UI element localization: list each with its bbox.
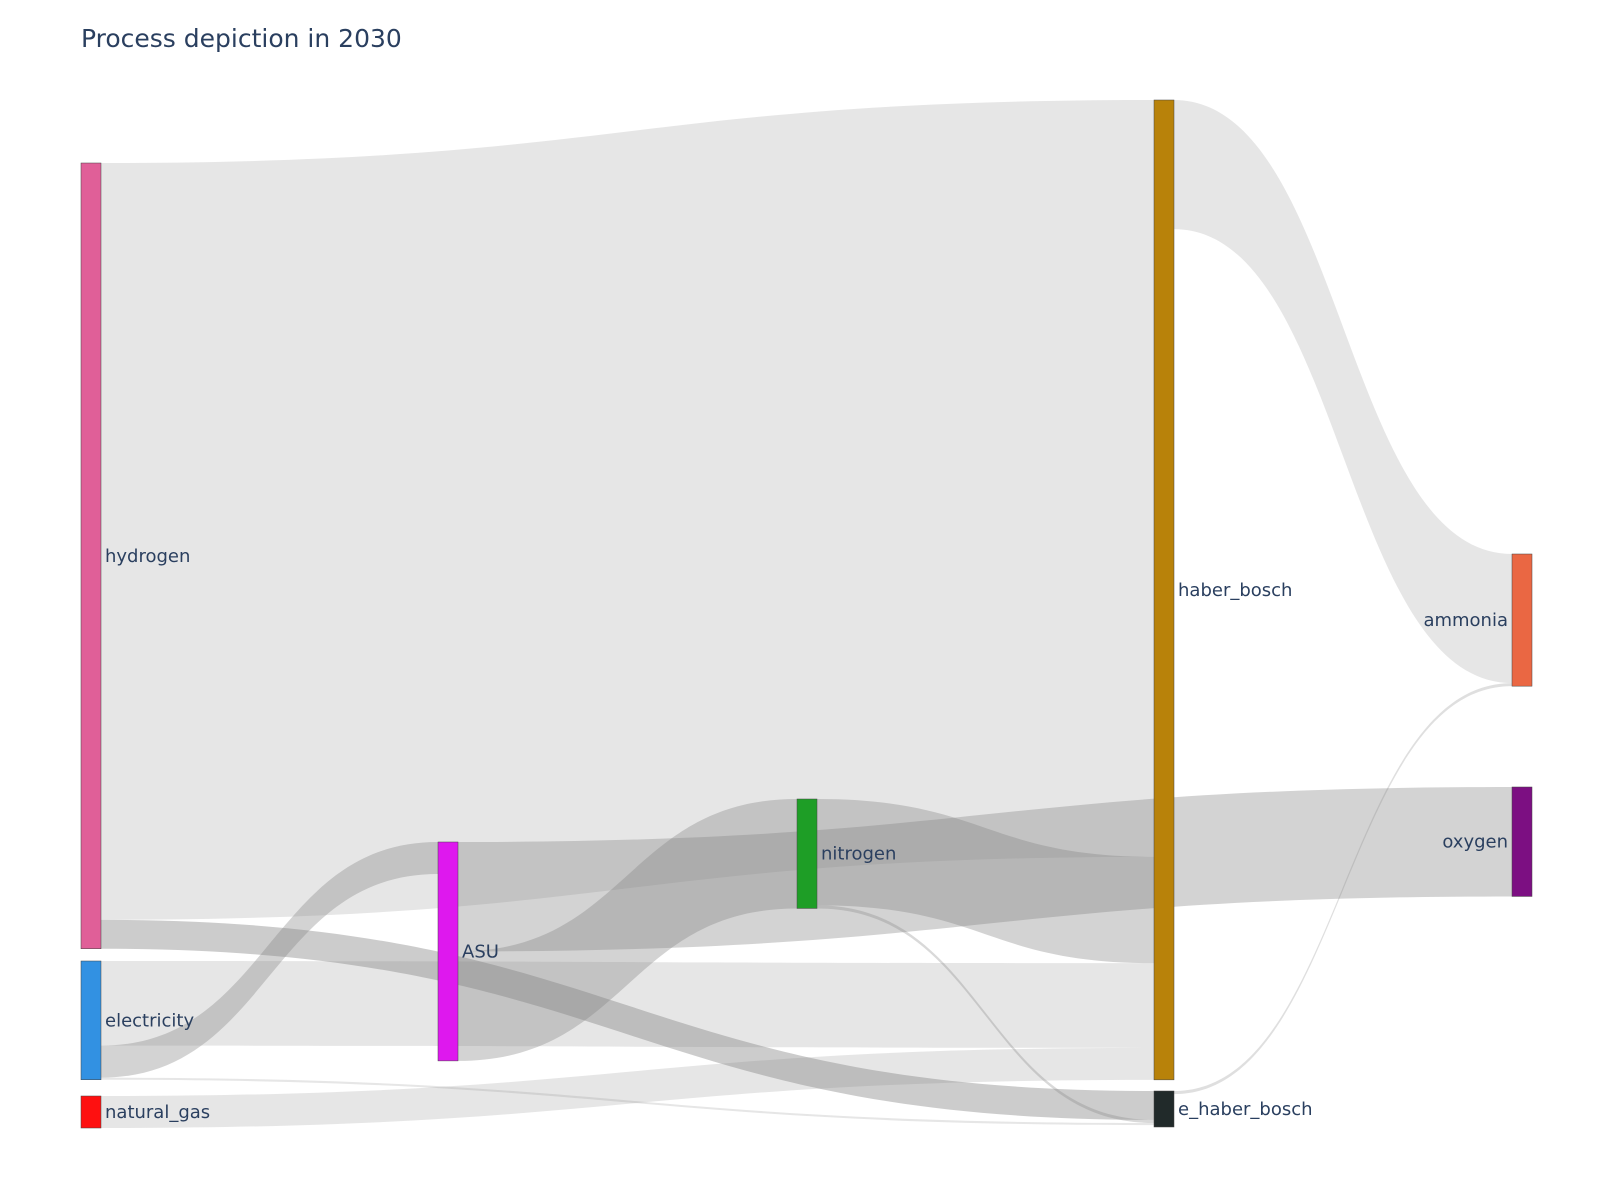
node-label-hydrogen: hydrogen: [105, 546, 190, 567]
node-nitrogen[interactable]: [796, 798, 818, 909]
node-ammonia[interactable]: [1511, 553, 1533, 687]
node-electricity[interactable]: [80, 960, 102, 1080]
links-layer: [101, 100, 1512, 1129]
node-ASU[interactable]: [437, 841, 459, 1062]
node-label-oxygen: oxygen: [1442, 832, 1508, 853]
node-label-ammonia: ammonia: [1423, 610, 1508, 631]
node-label-electricity: electricity: [105, 1010, 194, 1031]
node-haber_bosch[interactable]: [1153, 99, 1175, 1081]
node-e_haber_bosch[interactable]: [1153, 1090, 1175, 1128]
link-electricity-to-ASU[interactable]: [101, 842, 438, 1078]
link-nitrogen-to-e_haber_bosch[interactable]: [817, 905, 1154, 1124]
link-nitrogen-to-haber_bosch[interactable]: [817, 799, 1154, 964]
node-oxygen[interactable]: [1511, 786, 1533, 897]
chart-title: Process depiction in 2030: [81, 24, 402, 53]
labels-layer: hydrogen electricity natural_gas ASU nitroge…: [105, 546, 1508, 1123]
link-electricity-to-e_haber_bosch[interactable]: [101, 1077, 1154, 1126]
node-label-haber_bosch: haber_bosch: [1178, 580, 1292, 601]
node-label-nitrogen: nitrogen: [821, 844, 896, 865]
node-hydrogen[interactable]: [80, 162, 102, 949]
link-ASU-to-nitrogen[interactable]: [458, 799, 797, 1061]
node-label-natural_gas: natural_gas: [105, 1102, 210, 1123]
link-e_haber_bosch-to-ammonia[interactable]: [1174, 683, 1512, 1095]
link-hydrogen-to-haber_bosch[interactable]: [101, 100, 1154, 920]
link-ASU-to-oxygen[interactable]: [458, 787, 1512, 952]
link-electricity-to-haber_bosch[interactable]: [101, 961, 1154, 1048]
node-label-ASU: ASU: [462, 941, 499, 962]
link-hydrogen-to-e_haber_bosch[interactable]: [101, 919, 1154, 1120]
link-natural_gas-to-haber_bosch[interactable]: [101, 1047, 1154, 1129]
link-haber_bosch-to-ammonia[interactable]: [1174, 100, 1512, 684]
nodes-layer: [80, 99, 1533, 1129]
node-label-e_haber_bosch: e_haber_bosch: [1178, 1099, 1313, 1120]
node-natural_gas[interactable]: [80, 1095, 102, 1129]
